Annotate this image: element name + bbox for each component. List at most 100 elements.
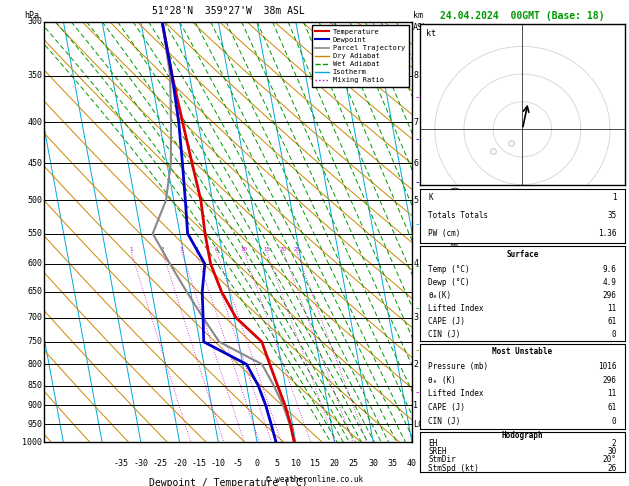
Text: 500: 500 [27,196,42,205]
Text: -10: -10 [211,459,226,468]
Text: 61: 61 [607,317,616,326]
Text: -: - [415,219,419,228]
Text: -: - [415,135,419,144]
Text: 25: 25 [293,247,301,252]
Text: km: km [413,11,423,20]
Text: Temp (°C): Temp (°C) [428,265,470,274]
Text: -5: -5 [233,459,243,468]
Text: Dewp (°C): Dewp (°C) [428,278,470,287]
Text: -: - [415,176,419,187]
Text: θₑ (K): θₑ (K) [428,376,456,384]
Text: 4: 4 [413,260,418,268]
Text: 8: 8 [413,71,418,80]
Text: -: - [415,92,419,103]
Text: 40: 40 [407,459,417,468]
Text: 4: 4 [194,247,198,252]
Text: 400: 400 [27,118,42,127]
Text: 20: 20 [330,459,340,468]
Text: 35: 35 [387,459,398,468]
Text: 1016: 1016 [598,362,616,371]
Text: Mixing Ratio (g/kg): Mixing Ratio (g/kg) [452,185,460,279]
Text: 9.6: 9.6 [603,265,616,274]
Text: 2: 2 [413,360,418,369]
Text: 0: 0 [612,417,616,426]
Text: 61: 61 [607,403,616,412]
Text: 6: 6 [215,247,218,252]
Text: θₑ(K): θₑ(K) [428,291,452,300]
Text: -: - [415,303,419,312]
Text: 30: 30 [368,459,378,468]
Text: -25: -25 [153,459,168,468]
Text: 750: 750 [27,337,42,347]
Text: 1: 1 [413,401,418,410]
Text: 24.04.2024  00GMT (Base: 18): 24.04.2024 00GMT (Base: 18) [440,11,604,21]
Text: 25: 25 [349,459,359,468]
Text: 1: 1 [130,247,133,252]
Text: Most Unstable: Most Unstable [493,347,552,356]
Text: -: - [415,260,419,271]
Text: 3: 3 [413,313,418,322]
Text: 15: 15 [264,247,270,252]
Text: StmSpd (kt): StmSpd (kt) [428,464,479,473]
Text: 35: 35 [607,211,616,220]
Text: 550: 550 [27,229,42,238]
Text: Surface: Surface [506,250,538,259]
Text: ASL: ASL [413,23,428,33]
Text: 1000: 1000 [22,438,42,447]
Text: © weatheronline.co.uk: © weatheronline.co.uk [266,474,363,484]
Text: 11: 11 [607,304,616,313]
Text: 800: 800 [27,360,42,369]
Text: 296: 296 [603,291,616,300]
Text: 5: 5 [206,247,209,252]
Text: 1: 1 [612,193,616,202]
Text: K: K [428,193,433,202]
Text: Totals Totals: Totals Totals [428,211,489,220]
Text: 26: 26 [607,464,616,473]
Text: 950: 950 [27,420,42,429]
Text: kt: kt [426,29,437,38]
Text: CIN (J): CIN (J) [428,417,460,426]
Text: 30: 30 [607,447,616,456]
Text: EH: EH [428,438,438,448]
Text: 0: 0 [255,459,260,468]
Text: -35: -35 [114,459,129,468]
Text: SREH: SREH [428,447,447,456]
Text: 300: 300 [27,17,42,26]
Text: LCL: LCL [413,420,428,429]
Text: StmDir: StmDir [428,455,456,464]
Text: 3: 3 [180,247,184,252]
Text: 5: 5 [274,459,279,468]
Text: 4.9: 4.9 [603,278,616,287]
Legend: Temperature, Dewpoint, Parcel Trajectory, Dry Adiabat, Wet Adiabat, Isotherm, Mi: Temperature, Dewpoint, Parcel Trajectory… [312,25,408,87]
Text: 600: 600 [27,260,42,268]
Text: 20: 20 [280,247,287,252]
Text: CAPE (J): CAPE (J) [428,317,465,326]
Text: -30: -30 [133,459,148,468]
Text: PW (cm): PW (cm) [428,229,460,239]
Text: 900: 900 [27,401,42,410]
Text: Lifted Index: Lifted Index [428,389,484,399]
Text: CIN (J): CIN (J) [428,330,460,339]
Text: 20°: 20° [603,455,616,464]
Text: 0: 0 [612,330,616,339]
Text: 296: 296 [603,376,616,384]
Text: 1.36: 1.36 [598,229,616,239]
Text: 850: 850 [27,381,42,390]
Text: 51°28'N  359°27'W  38m ASL: 51°28'N 359°27'W 38m ASL [152,5,304,16]
Text: 5: 5 [413,196,418,205]
Text: 6: 6 [413,159,418,168]
Text: 450: 450 [27,159,42,168]
Text: -20: -20 [172,459,187,468]
Text: 2: 2 [161,247,164,252]
Text: 11: 11 [607,389,616,399]
Text: -: - [415,387,419,397]
Text: 15: 15 [310,459,320,468]
Text: Hodograph: Hodograph [501,431,543,440]
Text: 10: 10 [291,459,301,468]
Text: 350: 350 [27,71,42,80]
Text: 2: 2 [612,438,616,448]
Text: 700: 700 [27,313,42,322]
Text: Pressure (mb): Pressure (mb) [428,362,489,371]
Text: Dewpoint / Temperature (°C): Dewpoint / Temperature (°C) [148,478,308,486]
Text: -15: -15 [191,459,206,468]
